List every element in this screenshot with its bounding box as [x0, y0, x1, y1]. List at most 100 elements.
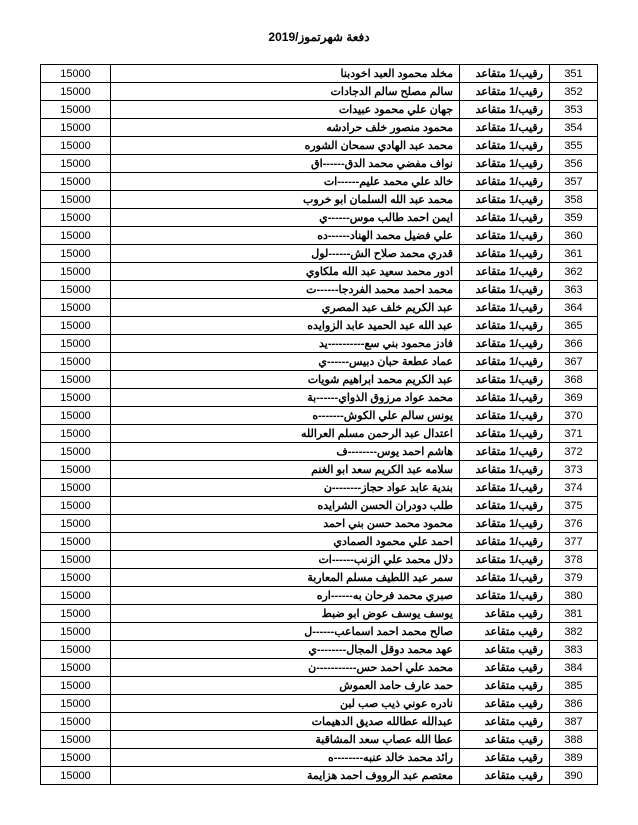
row-name: محمود منصور خلف حرادشه: [111, 119, 460, 137]
row-rank: رقيب متقاعد: [460, 623, 550, 641]
row-name: فادز محمود بني سع----------يد: [111, 335, 460, 353]
row-number: 383: [550, 641, 598, 659]
row-name: نادره عوني ذيب صب لبن: [111, 695, 460, 713]
row-number: 371: [550, 425, 598, 443]
table-row: 366رقيب/1 متقاعدفادز محمود بني سع-------…: [41, 335, 598, 353]
row-rank: رقيب/1 متقاعد: [460, 371, 550, 389]
table-row: 355رقيب/1 متقاعدمحمد عبد الهادي سمحان ال…: [41, 137, 598, 155]
row-amount: 15000: [41, 83, 111, 101]
row-amount: 15000: [41, 101, 111, 119]
row-number: 380: [550, 587, 598, 605]
row-name: هاشم احمد يوس--------ف: [111, 443, 460, 461]
row-amount: 15000: [41, 569, 111, 587]
row-number: 360: [550, 227, 598, 245]
row-number: 364: [550, 299, 598, 317]
row-name: احمد علي محمود الصمادي: [111, 533, 460, 551]
row-name: دلال محمد علي الزنب------ات: [111, 551, 460, 569]
row-rank: رقيب/1 متقاعد: [460, 551, 550, 569]
table-row: 370رقيب/1 متقاعديونس سالم علي الكوش-----…: [41, 407, 598, 425]
row-name: معتصم عبد الرووف احمد هزايمة: [111, 767, 460, 785]
row-name: جهان علي محمود عبيدات: [111, 101, 460, 119]
row-number: 389: [550, 749, 598, 767]
row-name: عبدالله عطالله صديق الدهيمات: [111, 713, 460, 731]
table-row: 364رقيب/1 متقاعدعبد الكريم خلف عبد المصر…: [41, 299, 598, 317]
row-amount: 15000: [41, 317, 111, 335]
row-rank: رقيب/1 متقاعد: [460, 263, 550, 281]
row-number: 367: [550, 353, 598, 371]
row-number: 358: [550, 191, 598, 209]
row-rank: رقيب/1 متقاعد: [460, 569, 550, 587]
row-number: 381: [550, 605, 598, 623]
row-rank: رقيب/1 متقاعد: [460, 173, 550, 191]
row-rank: رقيب/1 متقاعد: [460, 497, 550, 515]
row-name: عماد عطعة حبان دبيس------ي: [111, 353, 460, 371]
row-rank: رقيب/1 متقاعد: [460, 299, 550, 317]
row-name: يونس سالم علي الكوش-------ه: [111, 407, 460, 425]
table-row: 363رقيب/1 متقاعدمحمد احمد محمد الفردجا--…: [41, 281, 598, 299]
row-number: 357: [550, 173, 598, 191]
table-row: 378رقيب/1 متقاعددلال محمد علي الزنب-----…: [41, 551, 598, 569]
row-rank: رقيب/1 متقاعد: [460, 281, 550, 299]
row-name: يوسف يوسف عوض ابو ضبط: [111, 605, 460, 623]
row-number: 351: [550, 65, 598, 83]
row-number: 355: [550, 137, 598, 155]
table-row: 385رقيب متقاعدحمد عارف حامد العموش15000: [41, 677, 598, 695]
row-amount: 15000: [41, 443, 111, 461]
row-rank: رقيب/1 متقاعد: [460, 119, 550, 137]
row-amount: 15000: [41, 407, 111, 425]
table-row: 358رقيب/1 متقاعدمحمد عبد الله السلمان اب…: [41, 191, 598, 209]
row-number: 388: [550, 731, 598, 749]
row-amount: 15000: [41, 587, 111, 605]
table-row: 369رقيب/1 متقاعدمحمد عواد مرزوق الذواي--…: [41, 389, 598, 407]
row-amount: 15000: [41, 263, 111, 281]
table-row: 383رقيب متقاعدعهد محمد دوقل المجال------…: [41, 641, 598, 659]
row-number: 354: [550, 119, 598, 137]
row-amount: 15000: [41, 173, 111, 191]
table-row: 373رقيب/1 متقاعدسلامه عبد الكريم سعد ابو…: [41, 461, 598, 479]
row-name: اعتدال عبد الرحمن مسلم العرالله: [111, 425, 460, 443]
row-amount: 15000: [41, 353, 111, 371]
row-amount: 15000: [41, 65, 111, 83]
table-row: 371رقيب/1 متقاعداعتدال عبد الرحمن مسلم ا…: [41, 425, 598, 443]
row-number: 384: [550, 659, 598, 677]
row-name: محمود محمد حسن بني احمد: [111, 515, 460, 533]
row-name: مخلد محمود العبد اخودبنا: [111, 65, 460, 83]
row-amount: 15000: [41, 713, 111, 731]
row-name: سالم مصلح سالم الدجادات: [111, 83, 460, 101]
row-rank: رقيب/1 متقاعد: [460, 461, 550, 479]
row-name: صبري محمد فرحان به------اره: [111, 587, 460, 605]
table-row: 384رقيب متقاعدمحمد علي احمد حس----------…: [41, 659, 598, 677]
row-rank: رقيب/1 متقاعد: [460, 443, 550, 461]
row-rank: رقيب/1 متقاعد: [460, 83, 550, 101]
row-rank: رقيب/1 متقاعد: [460, 191, 550, 209]
row-name: عبد الله عبد الحميد عابد الزوايده: [111, 317, 460, 335]
row-rank: رقيب/1 متقاعد: [460, 245, 550, 263]
row-number: 359: [550, 209, 598, 227]
row-amount: 15000: [41, 155, 111, 173]
row-rank: رقيب/1 متقاعد: [460, 101, 550, 119]
row-number: 361: [550, 245, 598, 263]
row-rank: رقيب/1 متقاعد: [460, 335, 550, 353]
row-number: 356: [550, 155, 598, 173]
row-amount: 15000: [41, 749, 111, 767]
row-number: 370: [550, 407, 598, 425]
row-name: محمد عواد مرزوق الذواي------بة: [111, 389, 460, 407]
row-amount: 15000: [41, 731, 111, 749]
table-row: 386رقيب متقاعدنادره عوني ذيب صب لبن15000: [41, 695, 598, 713]
row-name: خالد علي محمد عليم------ات: [111, 173, 460, 191]
row-number: 353: [550, 101, 598, 119]
row-number: 366: [550, 335, 598, 353]
row-rank: رقيب متقاعد: [460, 731, 550, 749]
row-number: 386: [550, 695, 598, 713]
row-rank: رقيب/1 متقاعد: [460, 209, 550, 227]
table-row: 388رقيب متقاعدعطا الله عصاب سعد المشاقبة…: [41, 731, 598, 749]
row-number: 374: [550, 479, 598, 497]
row-name: عطا الله عصاب سعد المشاقبة: [111, 731, 460, 749]
row-amount: 15000: [41, 659, 111, 677]
table-row: 356رقيب/1 متقاعدنواف مفضي محمد الدق-----…: [41, 155, 598, 173]
row-amount: 15000: [41, 191, 111, 209]
row-amount: 15000: [41, 281, 111, 299]
row-rank: رقيب/1 متقاعد: [460, 533, 550, 551]
row-name: طلب دودران الحسن الشرايده: [111, 497, 460, 515]
row-number: 387: [550, 713, 598, 731]
